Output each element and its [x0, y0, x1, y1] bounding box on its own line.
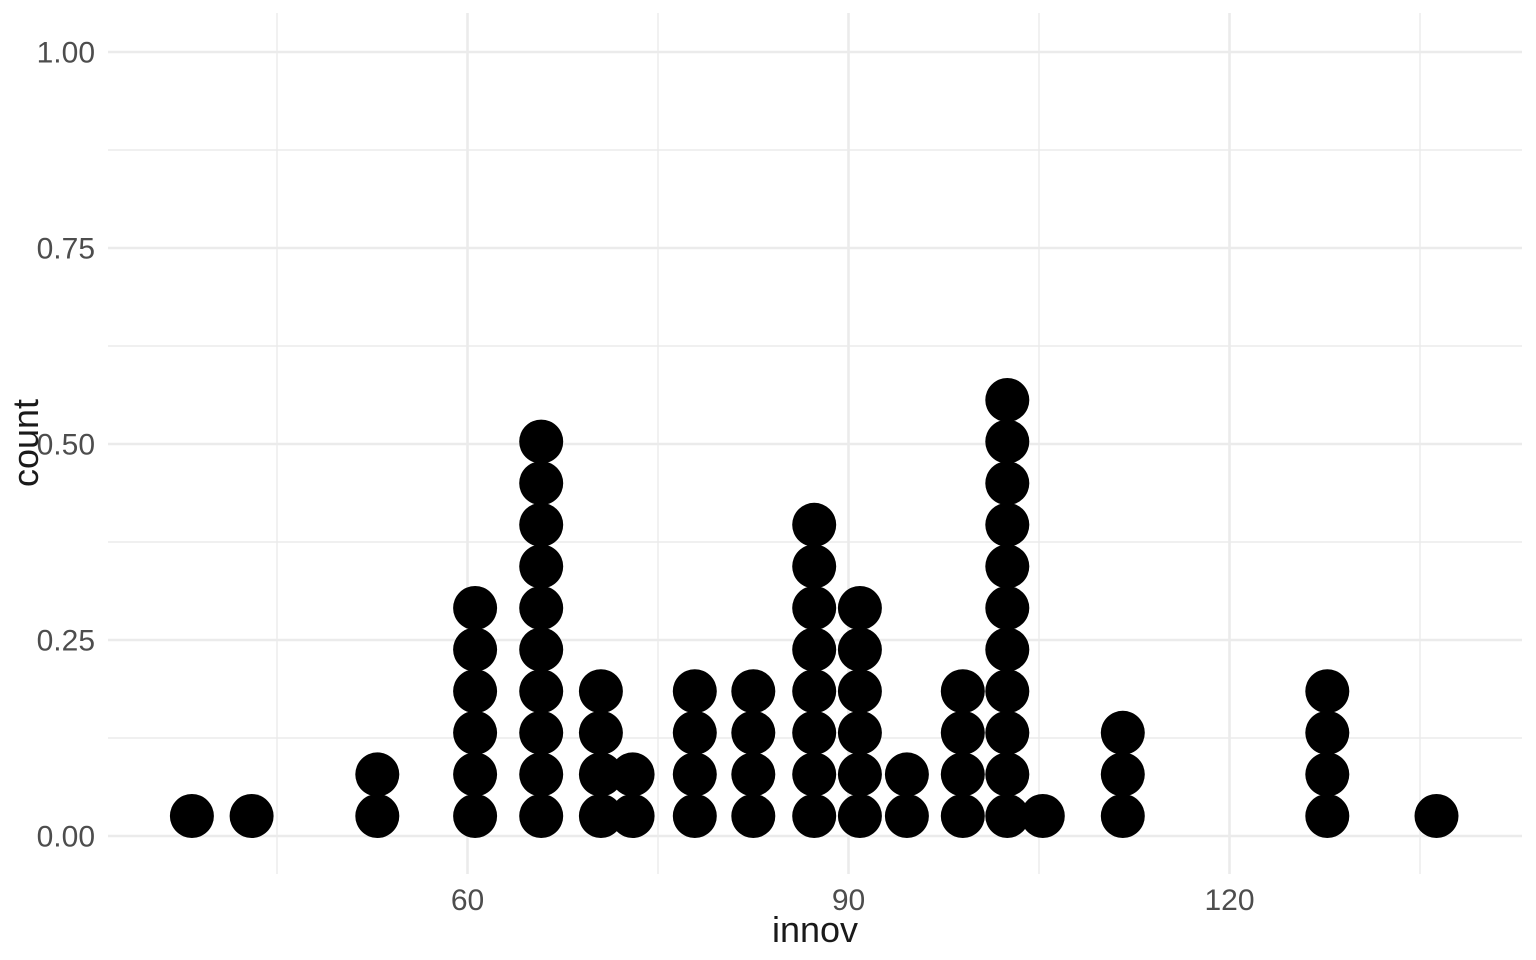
x-tick-label: 120 — [1204, 884, 1254, 917]
data-dot — [578, 794, 623, 838]
y-axis-title: count — [5, 399, 46, 487]
data-dot — [169, 794, 214, 838]
data-dot — [1305, 669, 1350, 714]
data-dot — [792, 710, 837, 755]
data-dot — [578, 710, 623, 755]
data-dot — [519, 794, 564, 838]
data-dot — [985, 627, 1030, 672]
data-dot — [453, 586, 498, 630]
data-dot — [940, 752, 985, 797]
x-axis-title: innov — [772, 909, 858, 950]
data-dot — [519, 627, 564, 672]
data-dot — [985, 586, 1030, 630]
data-dot — [792, 669, 837, 714]
data-dot — [837, 710, 882, 755]
data-dot — [731, 710, 776, 755]
data-dot — [884, 752, 929, 797]
data-dot — [453, 752, 498, 797]
y-tick-label: 1.00 — [37, 37, 95, 70]
x-tick-label: 60 — [451, 884, 484, 917]
data-dot — [985, 794, 1030, 838]
data-dot — [519, 544, 564, 589]
data-dot — [519, 710, 564, 755]
data-dot — [731, 794, 776, 838]
y-tick-label: 0.00 — [37, 821, 95, 854]
data-dot — [792, 544, 837, 589]
data-dot — [985, 669, 1030, 714]
data-dot — [985, 544, 1030, 589]
data-dot — [985, 419, 1030, 464]
y-tick-label: 0.75 — [37, 233, 95, 266]
data-dot — [672, 794, 717, 838]
data-dot — [672, 710, 717, 755]
data-dot — [837, 586, 882, 630]
data-dot — [884, 794, 929, 838]
x-tick-label: 90 — [832, 884, 865, 917]
data-dot — [1414, 794, 1459, 838]
data-dot — [453, 710, 498, 755]
data-dot — [792, 752, 837, 797]
data-dot — [672, 669, 717, 714]
y-tick-label: 0.50 — [37, 429, 95, 462]
data-dot — [731, 669, 776, 714]
data-dot — [519, 586, 564, 630]
data-dot — [837, 627, 882, 672]
data-dot — [355, 794, 400, 838]
data-dot — [940, 710, 985, 755]
data-dot — [519, 752, 564, 797]
tick-labels: 60 90 120 0.00 0.25 0.50 0.75 1.00 — [37, 37, 1255, 918]
data-dot — [453, 669, 498, 714]
data-dot — [985, 710, 1030, 755]
data-dot — [837, 794, 882, 838]
data-dot — [837, 669, 882, 714]
data-dot — [985, 502, 1030, 547]
data-dot — [985, 752, 1030, 797]
data-dot — [519, 669, 564, 714]
data-dot — [1100, 752, 1145, 797]
data-dot — [1100, 794, 1145, 838]
data-dot — [578, 669, 623, 714]
data-dot — [610, 752, 655, 797]
data-dot — [453, 627, 498, 672]
data-dot — [792, 627, 837, 672]
data-dot — [519, 419, 564, 464]
data-dot — [1100, 710, 1145, 755]
data-dot — [578, 752, 623, 797]
data-dot — [672, 752, 717, 797]
data-dot — [610, 794, 655, 838]
data-dot — [1305, 710, 1350, 755]
data-dot — [792, 586, 837, 630]
dot-stacks — [169, 378, 1459, 838]
data-dot — [453, 794, 498, 838]
data-dot — [1305, 794, 1350, 838]
data-dot — [519, 461, 564, 506]
data-dot — [792, 502, 837, 547]
data-dot — [519, 502, 564, 547]
data-dot — [355, 752, 400, 797]
data-dot — [731, 752, 776, 797]
data-dot — [940, 794, 985, 838]
y-tick-label: 0.25 — [37, 625, 95, 658]
data-dot — [792, 794, 837, 838]
data-dot — [985, 461, 1030, 506]
data-dot — [985, 378, 1030, 422]
data-dot — [837, 752, 882, 797]
data-dot — [1020, 794, 1065, 838]
data-dot — [229, 794, 274, 838]
data-dot — [940, 669, 985, 714]
data-dot — [1305, 752, 1350, 797]
